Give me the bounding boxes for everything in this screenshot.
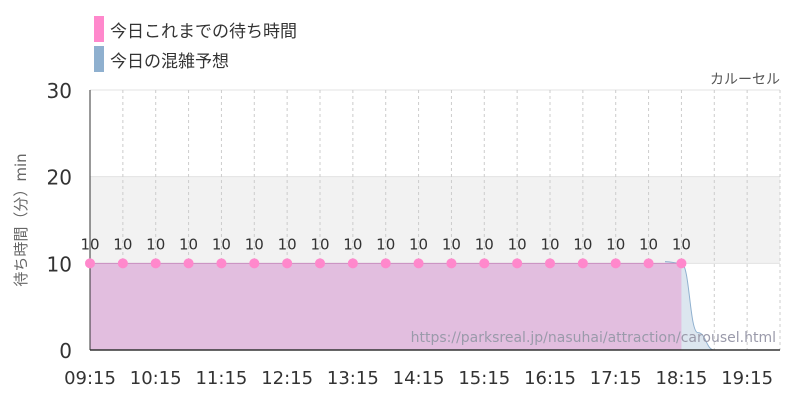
data-point[interactable] xyxy=(676,258,687,269)
plot-band xyxy=(90,176,780,264)
data-point[interactable] xyxy=(117,258,128,269)
data-point[interactable] xyxy=(577,258,588,269)
data-point[interactable] xyxy=(512,258,523,269)
data-label: 10 xyxy=(310,235,329,253)
x-tick-label: 11:15 xyxy=(195,368,247,389)
data-point[interactable] xyxy=(249,258,260,269)
data-point[interactable] xyxy=(446,258,457,269)
actual-area xyxy=(90,263,682,350)
y-tick-label: 0 xyxy=(59,339,72,363)
data-point[interactable] xyxy=(545,258,555,269)
data-label: 10 xyxy=(442,235,461,253)
attraction-label: カルーセル xyxy=(710,72,780,88)
data-point[interactable] xyxy=(315,258,325,269)
data-point[interactable] xyxy=(479,258,490,269)
x-tick-label: 09:15 xyxy=(64,368,116,389)
legend-label-forecast: 今日の混雑予想 xyxy=(110,51,229,72)
data-point[interactable] xyxy=(216,258,227,269)
data-label: 10 xyxy=(80,235,99,253)
y-tick-label: 20 xyxy=(47,166,72,190)
x-tick-label: 13:15 xyxy=(327,368,379,389)
data-label: 10 xyxy=(573,235,592,253)
x-tick-label: 16:15 xyxy=(524,368,576,389)
data-label: 10 xyxy=(508,235,527,253)
legend-item-forecast[interactable]: 今日の混雑予想 xyxy=(94,44,297,74)
data-point[interactable] xyxy=(610,258,621,269)
y-axis-label: 待ち時間（分）min xyxy=(12,153,30,286)
data-point[interactable] xyxy=(347,258,358,269)
x-tick-label: 12:15 xyxy=(261,368,313,389)
y-tick-label: 30 xyxy=(47,79,72,103)
data-label: 10 xyxy=(146,235,165,253)
y-tick-label: 10 xyxy=(47,252,72,276)
data-label: 10 xyxy=(212,235,231,253)
data-label: 10 xyxy=(409,235,428,253)
data-label: 10 xyxy=(245,235,264,253)
data-label: 10 xyxy=(113,235,132,253)
legend-swatch-forecast xyxy=(94,46,104,72)
data-point[interactable] xyxy=(413,258,424,269)
data-label: 10 xyxy=(376,235,395,253)
data-label: 10 xyxy=(606,235,625,253)
legend-swatch-actual xyxy=(94,16,104,42)
forecast-area xyxy=(665,261,764,350)
data-point[interactable] xyxy=(643,258,654,269)
legend: 今日これまでの待ち時間 今日の混雑予想 xyxy=(94,14,297,74)
data-point[interactable] xyxy=(282,258,293,269)
data-point[interactable] xyxy=(150,258,161,269)
legend-item-actual[interactable]: 今日これまでの待ち時間 xyxy=(94,14,297,44)
data-label: 10 xyxy=(343,235,362,253)
data-label: 10 xyxy=(672,235,691,253)
x-tick-label: 14:15 xyxy=(393,368,445,389)
watermark-url: https://parksreal.jp/nasuhai/attraction/… xyxy=(411,330,776,346)
x-tick-label: 10:15 xyxy=(130,368,182,389)
x-tick-label: 18:15 xyxy=(655,368,707,389)
data-label: 10 xyxy=(475,235,494,253)
x-tick-label: 17:15 xyxy=(590,368,642,389)
x-tick-label: 15:15 xyxy=(458,368,510,389)
legend-label-actual: 今日これまでの待ち時間 xyxy=(110,21,297,42)
data-label: 10 xyxy=(278,235,297,253)
data-point[interactable] xyxy=(183,258,194,269)
x-tick-label: 19:15 xyxy=(721,368,773,389)
data-label: 10 xyxy=(179,235,198,253)
data-point[interactable] xyxy=(380,258,391,269)
data-label: 10 xyxy=(540,235,559,253)
data-point[interactable] xyxy=(85,258,95,269)
data-label: 10 xyxy=(639,235,658,253)
